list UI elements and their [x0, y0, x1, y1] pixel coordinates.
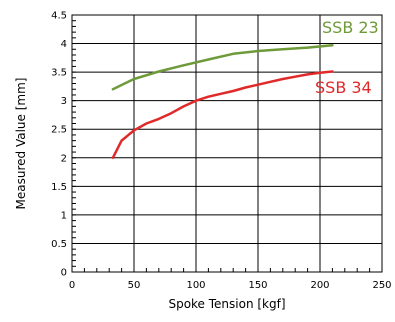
x-tick-label: 100 — [186, 280, 205, 291]
x-tick-label: 150 — [248, 280, 267, 291]
x-tick-label: 250 — [372, 280, 391, 291]
x-tick-label: 200 — [310, 280, 329, 291]
x-axis-title: Spoke Tension [kgf] — [168, 297, 285, 311]
y-tick-label: 3 — [61, 96, 67, 107]
y-axis-title: Measured Value [mm] — [14, 78, 28, 210]
plot-frame — [71, 14, 383, 273]
series-label-ssb-34: SSB 34 — [315, 78, 372, 97]
series-lines: SSB 23 SSB 34 — [111, 18, 379, 160]
y-tick-label: 2.5 — [51, 125, 67, 136]
y-tick-label: 1.5 — [51, 182, 67, 193]
grid — [71, 14, 383, 273]
series-line-ssb-23 — [111, 44, 334, 91]
y-tick-label: 0.5 — [51, 239, 67, 250]
tick-labels: 0 50 100 150 200 250 0 0.5 1 1.5 2 2.5 3 3.5 4 4.5 — [51, 11, 391, 292]
minor-ticks — [71, 14, 383, 273]
y-tick-label: 4 — [61, 39, 67, 50]
x-tick-label: 0 — [69, 280, 75, 291]
y-tick-label: 4.5 — [51, 11, 67, 22]
y-tick-label: 1 — [61, 210, 67, 221]
y-tick-label: 0 — [61, 268, 67, 279]
series-label-ssb-23: SSB 23 — [322, 18, 379, 37]
y-tick-label: 3.5 — [51, 68, 67, 79]
x-tick-label: 50 — [128, 280, 141, 291]
series-line-ssb-34 — [111, 70, 334, 160]
y-tick-label: 2 — [61, 153, 67, 164]
